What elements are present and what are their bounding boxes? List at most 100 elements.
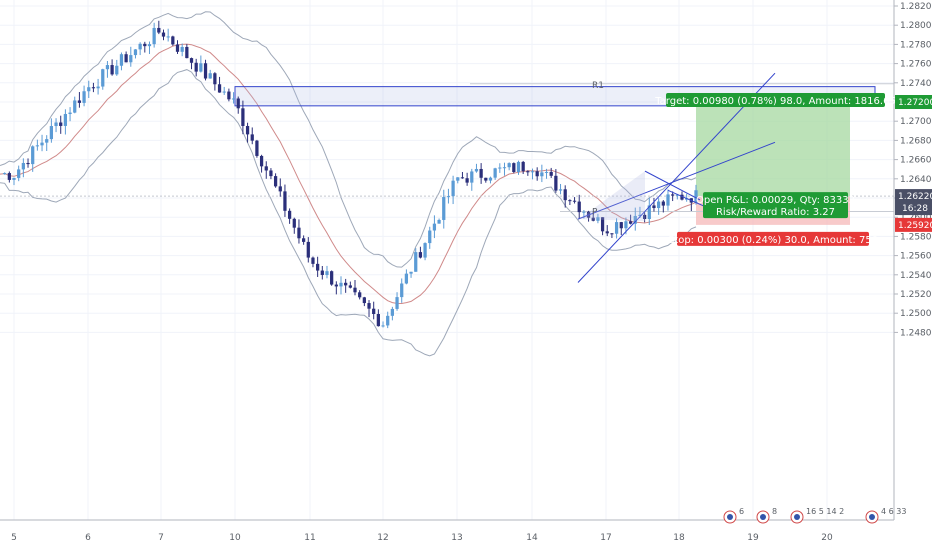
candle-body bbox=[12, 177, 16, 180]
price-axis-tick-label: 1.25800 bbox=[900, 232, 932, 242]
time-axis[interactable]: 5 6 7 10 11 12 13 14 17 18 19 20 bbox=[0, 519, 932, 550]
candle-body bbox=[572, 200, 577, 202]
candle-body bbox=[302, 238, 306, 242]
candle-body bbox=[367, 303, 371, 309]
candle-body bbox=[180, 46, 184, 52]
candle-body bbox=[49, 126, 54, 140]
price-axis-tick-label: 1.28000 bbox=[900, 21, 932, 31]
calendar-event[interactable]: 16 5 14 2 bbox=[790, 507, 844, 524]
flag-inner-icon bbox=[760, 514, 766, 520]
flag-inner-icon bbox=[794, 514, 800, 520]
candle-body bbox=[535, 171, 539, 177]
stop-price-label: 1.25920 bbox=[898, 221, 932, 231]
wedge-upper-line[interactable] bbox=[644, 170, 701, 201]
candle-body bbox=[157, 27, 161, 33]
candle-body bbox=[227, 91, 231, 100]
candle-body bbox=[129, 55, 133, 63]
candle-body bbox=[428, 230, 432, 244]
price-axis-tick-label: 1.27800 bbox=[900, 40, 932, 50]
candle-body bbox=[3, 173, 7, 175]
candle-body bbox=[161, 32, 166, 37]
candle-body bbox=[21, 162, 25, 170]
candle-body bbox=[35, 145, 39, 147]
time-axis-tick-label: 13 bbox=[451, 533, 462, 543]
candle-body bbox=[306, 241, 310, 258]
candle-body bbox=[316, 263, 320, 271]
price-axis-tick-label: 1.27600 bbox=[900, 60, 932, 70]
candle-body bbox=[45, 139, 49, 143]
time-axis-tick-label: 5 bbox=[11, 533, 17, 543]
candle-body bbox=[563, 189, 567, 201]
event-count: 16 5 14 2 bbox=[806, 507, 844, 516]
candle-body bbox=[446, 196, 451, 198]
channel-lower-line[interactable] bbox=[577, 72, 776, 283]
candle-body bbox=[203, 63, 208, 79]
candle-body bbox=[115, 65, 119, 75]
candle-body bbox=[269, 170, 273, 177]
target-label-box[interactable] bbox=[666, 93, 885, 107]
price-axis-background bbox=[894, 0, 932, 520]
candle-body bbox=[423, 243, 427, 258]
candle-body bbox=[605, 231, 609, 234]
candle-body bbox=[250, 134, 254, 141]
candle-body bbox=[642, 214, 647, 220]
bollinger-upper-line bbox=[0, 11, 697, 268]
candle-body bbox=[442, 197, 446, 220]
price-axis[interactable]: 1.28200 1.28000 1.27800 1.27600 1.27400 1.272… bbox=[893, 0, 932, 520]
candle-body bbox=[91, 87, 96, 89]
candle-body bbox=[507, 163, 511, 168]
calendar-event[interactable]: 6 bbox=[723, 507, 744, 524]
price-axis-tick-label: 1.27400 bbox=[900, 79, 932, 89]
candle-body bbox=[376, 314, 380, 327]
price-axis-tick-label: 1.26400 bbox=[900, 175, 932, 185]
candle-body bbox=[311, 257, 315, 264]
candle-body bbox=[540, 172, 544, 177]
current-price-label-background bbox=[895, 189, 932, 216]
candle-body bbox=[152, 27, 156, 45]
calendar-events[interactable]: 6 8 16 5 14 2 4 6 33 bbox=[723, 507, 906, 524]
candle-body bbox=[456, 177, 460, 181]
price-axis-tick-label: 1.24800 bbox=[900, 328, 932, 338]
calendar-event[interactable]: 8 bbox=[756, 507, 777, 524]
time-axis-tick-label: 18 bbox=[673, 533, 685, 543]
stop-label-box[interactable] bbox=[677, 231, 869, 246]
time-axis-tick-label: 12 bbox=[377, 533, 388, 543]
candle-body bbox=[175, 44, 180, 52]
candle-body bbox=[124, 54, 128, 63]
target-zone[interactable] bbox=[696, 102, 850, 197]
candle-body bbox=[325, 271, 329, 275]
price-axis-tick-label: 1.26600 bbox=[900, 156, 932, 166]
candle-body bbox=[381, 325, 385, 327]
candle-body bbox=[460, 177, 465, 179]
pivot-r1-label: R1 bbox=[592, 81, 604, 91]
flag-inner-icon bbox=[727, 514, 733, 520]
candle-body bbox=[432, 223, 437, 231]
candle-body bbox=[502, 167, 507, 169]
price-axis-tick-label: 1.27000 bbox=[900, 117, 932, 127]
candle-body bbox=[73, 100, 77, 113]
candle-body bbox=[287, 210, 292, 219]
candle-body bbox=[40, 142, 44, 146]
candle-body bbox=[166, 36, 170, 38]
bollinger-basis-line bbox=[0, 43, 697, 305]
calendar-event[interactable]: 4 6 33 bbox=[865, 507, 906, 524]
time-axis-tick-label: 17 bbox=[600, 533, 611, 543]
candle-body bbox=[479, 168, 483, 178]
candle-body bbox=[189, 58, 194, 63]
candle-body bbox=[353, 287, 357, 293]
candle-body bbox=[147, 44, 152, 47]
candle-body bbox=[680, 194, 684, 200]
candle-body bbox=[661, 201, 665, 206]
price-axis-tick-label: 1.25600 bbox=[900, 252, 932, 262]
candle-body bbox=[297, 227, 301, 239]
channel-upper-line[interactable] bbox=[577, 141, 776, 220]
time-axis-tick-label: 14 bbox=[526, 533, 538, 543]
candle-body bbox=[484, 177, 488, 181]
time-axis-tick-label: 20 bbox=[821, 533, 833, 543]
candle-body bbox=[516, 161, 521, 173]
candle-body bbox=[236, 98, 240, 109]
candle-body bbox=[339, 282, 343, 287]
open-pl-label-box[interactable] bbox=[703, 192, 848, 219]
